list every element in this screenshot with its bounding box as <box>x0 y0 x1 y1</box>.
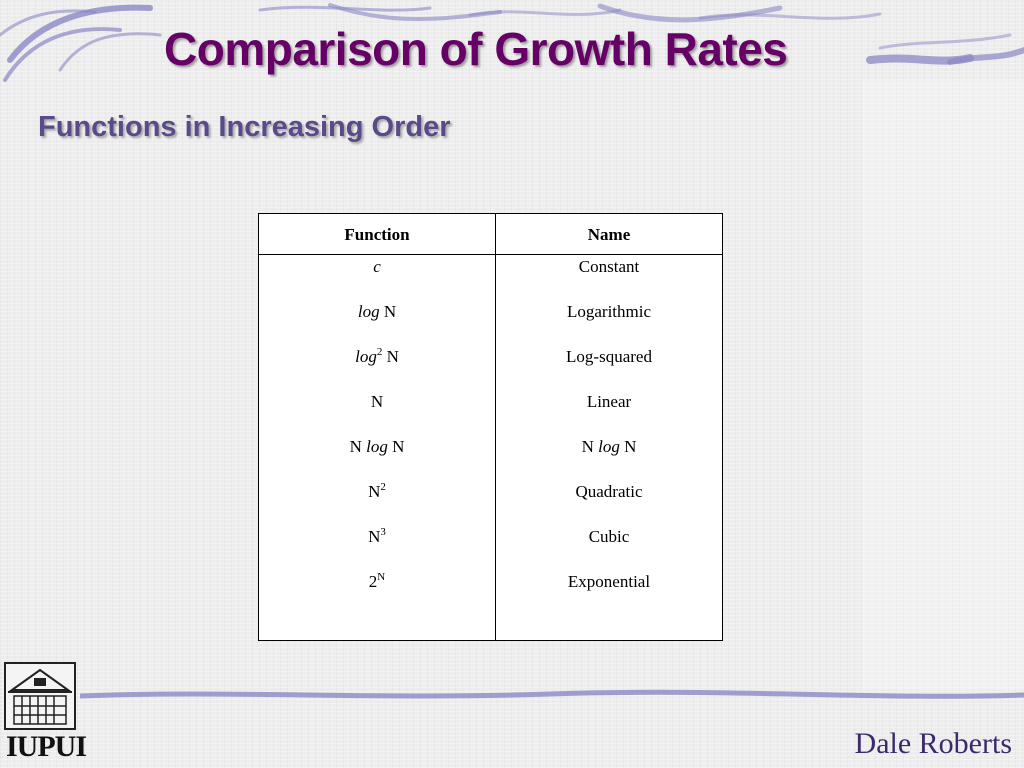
growth-rates-table: Function Name c Constant log N Logarithm… <box>258 213 723 641</box>
slide-subtitle: Functions in Increasing Order <box>38 111 451 143</box>
column-divider <box>495 214 496 640</box>
header-name: Name <box>587 225 631 244</box>
name-cell: Exponential <box>567 572 651 591</box>
table-row: log2 N Log-squared <box>259 346 722 391</box>
function-cell: c <box>373 257 381 276</box>
table-row: N Linear <box>259 391 722 436</box>
iupui-logo: IUPUI <box>4 662 87 764</box>
function-cell: N <box>370 392 384 411</box>
author-name: Dale Roberts <box>854 727 1012 760</box>
name-cell: Log-squared <box>566 347 652 366</box>
function-cell: N3 <box>368 526 386 547</box>
function-cell: log2 N <box>355 346 399 367</box>
table-row: c Constant <box>259 256 722 301</box>
table-header-row: Function Name <box>259 214 722 255</box>
name-cell: Cubic <box>588 527 630 546</box>
table-row: N3 Cubic <box>259 526 722 571</box>
logo-text: IUPUI <box>6 730 87 763</box>
function-cell: log N <box>357 302 397 321</box>
name-cell: Logarithmic <box>566 302 652 321</box>
name-cell: Constant <box>578 257 640 276</box>
function-cell: N log N <box>349 437 405 456</box>
function-cell: 2N <box>368 571 386 592</box>
table-row: N2 Quadratic <box>259 481 722 526</box>
table-row: N log N N log N <box>259 436 722 481</box>
name-cell: Linear <box>586 392 632 411</box>
decorative-divider-line <box>80 689 1024 699</box>
slide-title: Comparison of Growth Rates <box>164 23 788 75</box>
table-row: 2N Exponential <box>259 571 722 616</box>
background-panel <box>862 80 1024 690</box>
decorative-swirls <box>0 3 1024 82</box>
header-function: Function <box>344 225 410 244</box>
name-cell: N log N <box>581 437 637 456</box>
name-cell: Quadratic <box>575 482 643 501</box>
function-cell: N2 <box>368 481 386 502</box>
building-icon <box>4 662 76 730</box>
table-row: log N Logarithmic <box>259 301 722 346</box>
